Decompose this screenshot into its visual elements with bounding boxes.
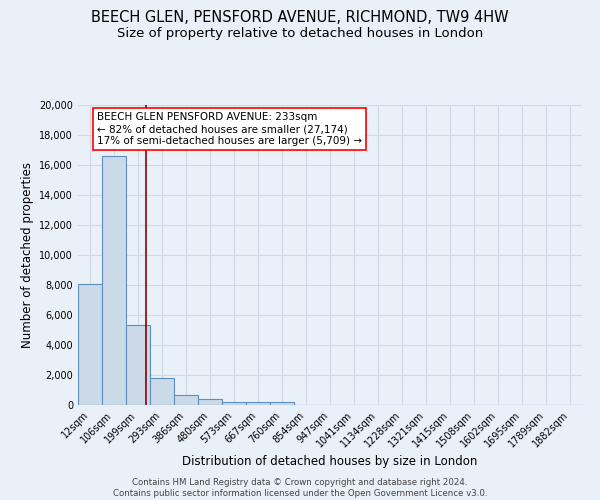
X-axis label: Distribution of detached houses by size in London: Distribution of detached houses by size … <box>182 454 478 468</box>
Y-axis label: Number of detached properties: Number of detached properties <box>21 162 34 348</box>
Bar <box>270 402 294 405</box>
Bar <box>150 378 174 405</box>
Text: Contains HM Land Registry data © Crown copyright and database right 2024.
Contai: Contains HM Land Registry data © Crown c… <box>113 478 487 498</box>
Text: Size of property relative to detached houses in London: Size of property relative to detached ho… <box>117 28 483 40</box>
Bar <box>78 284 102 405</box>
Text: BEECH GLEN, PENSFORD AVENUE, RICHMOND, TW9 4HW: BEECH GLEN, PENSFORD AVENUE, RICHMOND, T… <box>91 10 509 25</box>
Text: BEECH GLEN PENSFORD AVENUE: 233sqm
← 82% of detached houses are smaller (27,174): BEECH GLEN PENSFORD AVENUE: 233sqm ← 82%… <box>97 112 362 146</box>
Bar <box>174 394 198 405</box>
Bar <box>126 325 150 405</box>
Bar <box>222 402 246 405</box>
Bar <box>198 400 222 405</box>
Bar <box>246 402 270 405</box>
Bar <box>102 156 126 405</box>
